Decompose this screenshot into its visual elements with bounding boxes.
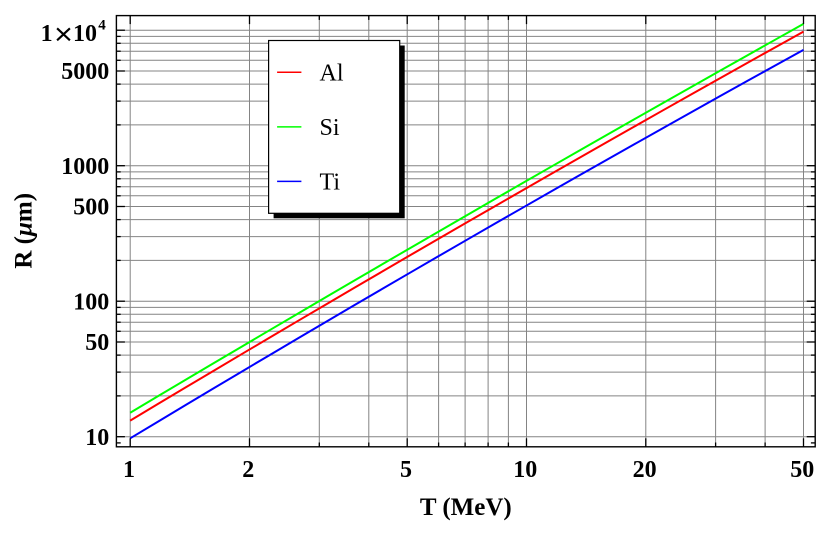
svg-text:Ti: Ti <box>320 170 341 196</box>
svg-text:5000: 5000 <box>61 59 109 85</box>
svg-text:100: 100 <box>73 289 109 315</box>
svg-text:20: 20 <box>633 457 657 483</box>
svg-text:10: 10 <box>513 457 537 483</box>
svg-text:R (μm): R (μm) <box>10 193 37 269</box>
svg-text:10: 10 <box>85 425 109 451</box>
svg-text:500: 500 <box>73 195 109 221</box>
svg-text:T (MeV): T (MeV) <box>420 494 512 521</box>
svg-text:50: 50 <box>790 457 814 483</box>
svg-text:Al: Al <box>320 60 344 86</box>
svg-text:1000: 1000 <box>61 154 109 180</box>
svg-text:2: 2 <box>242 457 254 483</box>
svg-text:5: 5 <box>400 457 412 483</box>
svg-text:50: 50 <box>85 330 109 356</box>
svg-text:Si: Si <box>320 115 340 141</box>
svg-text:1: 1 <box>41 21 53 47</box>
svg-text:1: 1 <box>123 457 135 483</box>
